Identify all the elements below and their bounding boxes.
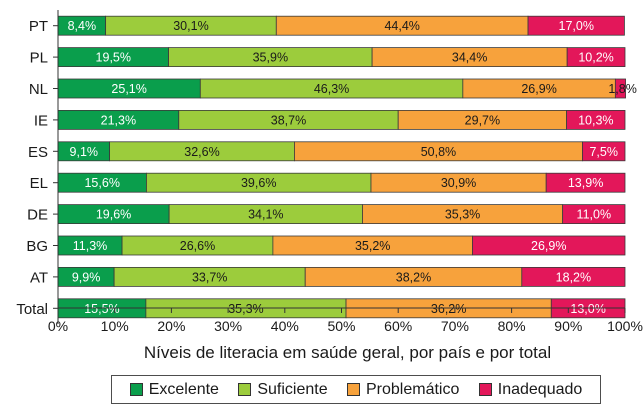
data-label: 19,6% bbox=[96, 208, 131, 222]
data-label: 25,1% bbox=[111, 82, 146, 96]
data-label: 8,4% bbox=[68, 19, 97, 33]
x-axis-label: Níveis de literacia em saúde geral, por … bbox=[144, 343, 551, 362]
data-label: 17,0% bbox=[559, 19, 594, 33]
data-label: 44,4% bbox=[384, 19, 419, 33]
y-tick-label: AT bbox=[30, 269, 48, 286]
x-tick-label: 20% bbox=[157, 318, 185, 334]
data-label: 34,1% bbox=[248, 208, 283, 222]
y-tick-label: DE bbox=[27, 207, 48, 224]
data-label: 9,1% bbox=[70, 145, 99, 159]
data-label: 26,9% bbox=[521, 82, 556, 96]
data-label: 26,6% bbox=[180, 239, 215, 253]
legend-swatch bbox=[347, 383, 360, 396]
data-label: 30,1% bbox=[173, 19, 208, 33]
y-tick-label: ES bbox=[28, 144, 48, 161]
plot-area: 8,4% 30,1% 44,4% 17,0% PT 19,5% 35,9% 34,4% 10,2… bbox=[16, 10, 643, 334]
data-label: 35,3% bbox=[445, 208, 480, 222]
legend-item: Inadequado bbox=[479, 381, 583, 399]
legend-label: Excelente bbox=[149, 381, 219, 399]
x-tick-label: 70% bbox=[441, 318, 469, 334]
y-tick-label: NL bbox=[29, 81, 48, 98]
legend-item: Problemático bbox=[347, 381, 459, 399]
data-label: 10,3% bbox=[578, 113, 613, 127]
data-label: 7,5% bbox=[589, 145, 618, 159]
data-label: 11,0% bbox=[577, 208, 612, 222]
legend-swatch bbox=[479, 383, 492, 396]
legend-swatch bbox=[238, 383, 251, 396]
y-tick-label: PT bbox=[29, 18, 48, 35]
legend: Excelente Suficiente Problemático Inadequad… bbox=[111, 375, 601, 404]
x-tick-label: 90% bbox=[554, 318, 582, 334]
data-label: 15,6% bbox=[84, 176, 119, 190]
legend-swatch bbox=[130, 383, 143, 396]
x-tick-label: 60% bbox=[384, 318, 412, 334]
data-label: 19,5% bbox=[96, 51, 131, 65]
data-label: 13,9% bbox=[568, 176, 603, 190]
x-tick-label: 40% bbox=[271, 318, 299, 334]
x-tick-label: 80% bbox=[498, 318, 526, 334]
data-label: 26,9% bbox=[531, 239, 566, 253]
legend-item: Suficiente bbox=[238, 381, 327, 399]
x-tick-label: 0% bbox=[48, 318, 68, 334]
legend-label: Suficiente bbox=[257, 381, 327, 399]
data-label: 35,3% bbox=[228, 302, 263, 316]
data-label: 50,8% bbox=[421, 145, 456, 159]
data-label: 35,9% bbox=[253, 51, 288, 65]
legend-label: Inadequado bbox=[498, 381, 583, 399]
data-label: 13,0% bbox=[570, 302, 605, 316]
x-tick-label: 30% bbox=[214, 318, 242, 334]
y-tick-label: IE bbox=[34, 112, 48, 129]
data-label: 21,3% bbox=[101, 113, 136, 127]
legend-label: Problemático bbox=[366, 381, 459, 399]
data-label: 32,6% bbox=[184, 145, 219, 159]
data-label: 35,2% bbox=[355, 239, 390, 253]
y-tick-label: BG bbox=[26, 238, 48, 255]
data-label: 34,4% bbox=[452, 51, 487, 65]
x-tick-label: 10% bbox=[101, 318, 129, 334]
data-label: 10,2% bbox=[578, 51, 613, 65]
y-tick-label: Total bbox=[16, 301, 48, 318]
data-label: 36,2% bbox=[431, 302, 466, 316]
x-tick-label: 100% bbox=[607, 318, 643, 334]
data-label: 39,6% bbox=[241, 176, 276, 190]
data-label: 29,7% bbox=[465, 113, 500, 127]
y-tick-label: EL bbox=[30, 175, 48, 192]
data-label: 1,8% bbox=[608, 82, 637, 96]
x-tick-label: 50% bbox=[327, 318, 355, 334]
data-label: 46,3% bbox=[314, 82, 349, 96]
data-label: 33,7% bbox=[192, 270, 227, 284]
data-label: 30,9% bbox=[441, 176, 476, 190]
data-label: 11,3% bbox=[73, 239, 108, 253]
data-label: 38,7% bbox=[271, 113, 306, 127]
y-tick-label: PL bbox=[30, 50, 48, 67]
data-label: 9,9% bbox=[72, 270, 101, 284]
legend-item: Excelente bbox=[130, 381, 219, 399]
data-label: 38,2% bbox=[396, 270, 431, 284]
data-label: 18,2% bbox=[556, 270, 591, 284]
